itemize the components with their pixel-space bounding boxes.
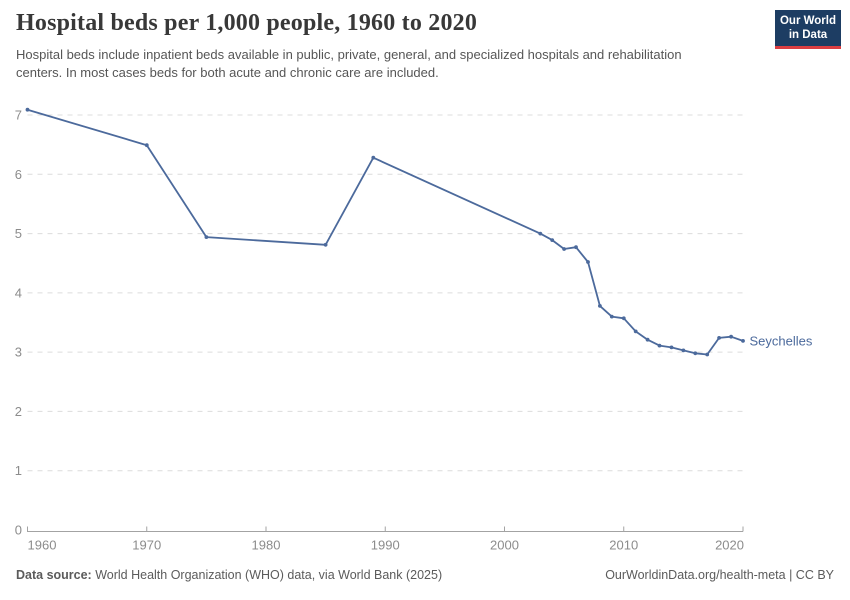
data-point-marker[interactable] xyxy=(729,334,733,339)
data-point-marker[interactable] xyxy=(717,336,721,340)
data-point-marker[interactable] xyxy=(204,235,209,240)
x-axis-tick-label: 2000 xyxy=(490,538,519,553)
data-point-marker[interactable] xyxy=(598,304,602,308)
data-point-marker[interactable] xyxy=(681,348,686,353)
data-point-marker[interactable] xyxy=(705,352,710,357)
data-point-marker[interactable] xyxy=(669,345,674,350)
footer-source: Data source: World Health Organization (… xyxy=(16,568,442,582)
y-axis-tick-label: 4 xyxy=(15,285,22,300)
owid-logo-line2: in Data xyxy=(788,28,828,41)
data-point-marker[interactable] xyxy=(574,245,578,250)
y-axis-tick-label: 0 xyxy=(15,523,22,538)
x-axis-tick-label: 1990 xyxy=(371,538,400,553)
data-point-marker[interactable] xyxy=(538,231,543,236)
owid-logo-accent-stripe xyxy=(775,46,841,49)
data-point-marker[interactable] xyxy=(371,155,376,160)
footer-citation[interactable]: OurWorldinData.org/health-meta | CC BY xyxy=(605,568,834,582)
series-label-seychelles[interactable]: Seychelles xyxy=(750,333,813,348)
owid-logo-line1: Our World xyxy=(779,15,836,27)
data-point-marker[interactable] xyxy=(562,247,566,251)
chart-footer: Data source: World Health Organization (… xyxy=(16,568,834,582)
x-axis-tick-label: 1960 xyxy=(28,538,57,553)
y-axis-tick-label: 5 xyxy=(15,226,22,241)
x-axis-tick-label: 2020 xyxy=(715,538,744,553)
data-point-marker[interactable] xyxy=(323,242,328,247)
data-point-marker[interactable] xyxy=(633,329,638,334)
x-axis-tick-label: 1980 xyxy=(252,538,281,553)
y-axis-tick-label: 2 xyxy=(15,404,22,419)
x-axis-tick-label: 1970 xyxy=(132,538,161,553)
chart-title: Hospital beds per 1,000 people, 1960 to … xyxy=(16,10,478,36)
data-point-marker[interactable] xyxy=(25,107,30,112)
data-point-marker[interactable] xyxy=(144,143,149,148)
data-point-marker[interactable] xyxy=(693,351,698,356)
data-point-marker[interactable] xyxy=(657,343,662,348)
y-axis-tick-label: 3 xyxy=(15,345,22,360)
data-point-marker[interactable] xyxy=(741,339,745,343)
source-text: World Health Organization (WHO) data, vi… xyxy=(91,568,443,582)
chart-subtitle: Hospital beds include inpatient beds ava… xyxy=(16,47,682,80)
data-point-marker[interactable] xyxy=(609,314,614,319)
line-series-seychelles[interactable] xyxy=(26,108,744,356)
y-axis-tick-label: 1 xyxy=(15,463,22,478)
x-axis-tick-label: 2010 xyxy=(609,538,638,553)
data-point-marker[interactable] xyxy=(621,316,626,321)
owid-logo[interactable]: Our World in Data xyxy=(775,10,841,49)
data-point-marker[interactable] xyxy=(586,260,590,264)
data-point-marker[interactable] xyxy=(550,238,555,243)
chart-header: Hospital beds per 1,000 people, 1960 to … xyxy=(16,10,850,82)
y-axis-tick-label: 6 xyxy=(15,167,22,182)
source-label: Data source: xyxy=(16,568,92,582)
y-axis-tick-label: 7 xyxy=(15,107,22,122)
data-point-marker[interactable] xyxy=(645,337,650,342)
